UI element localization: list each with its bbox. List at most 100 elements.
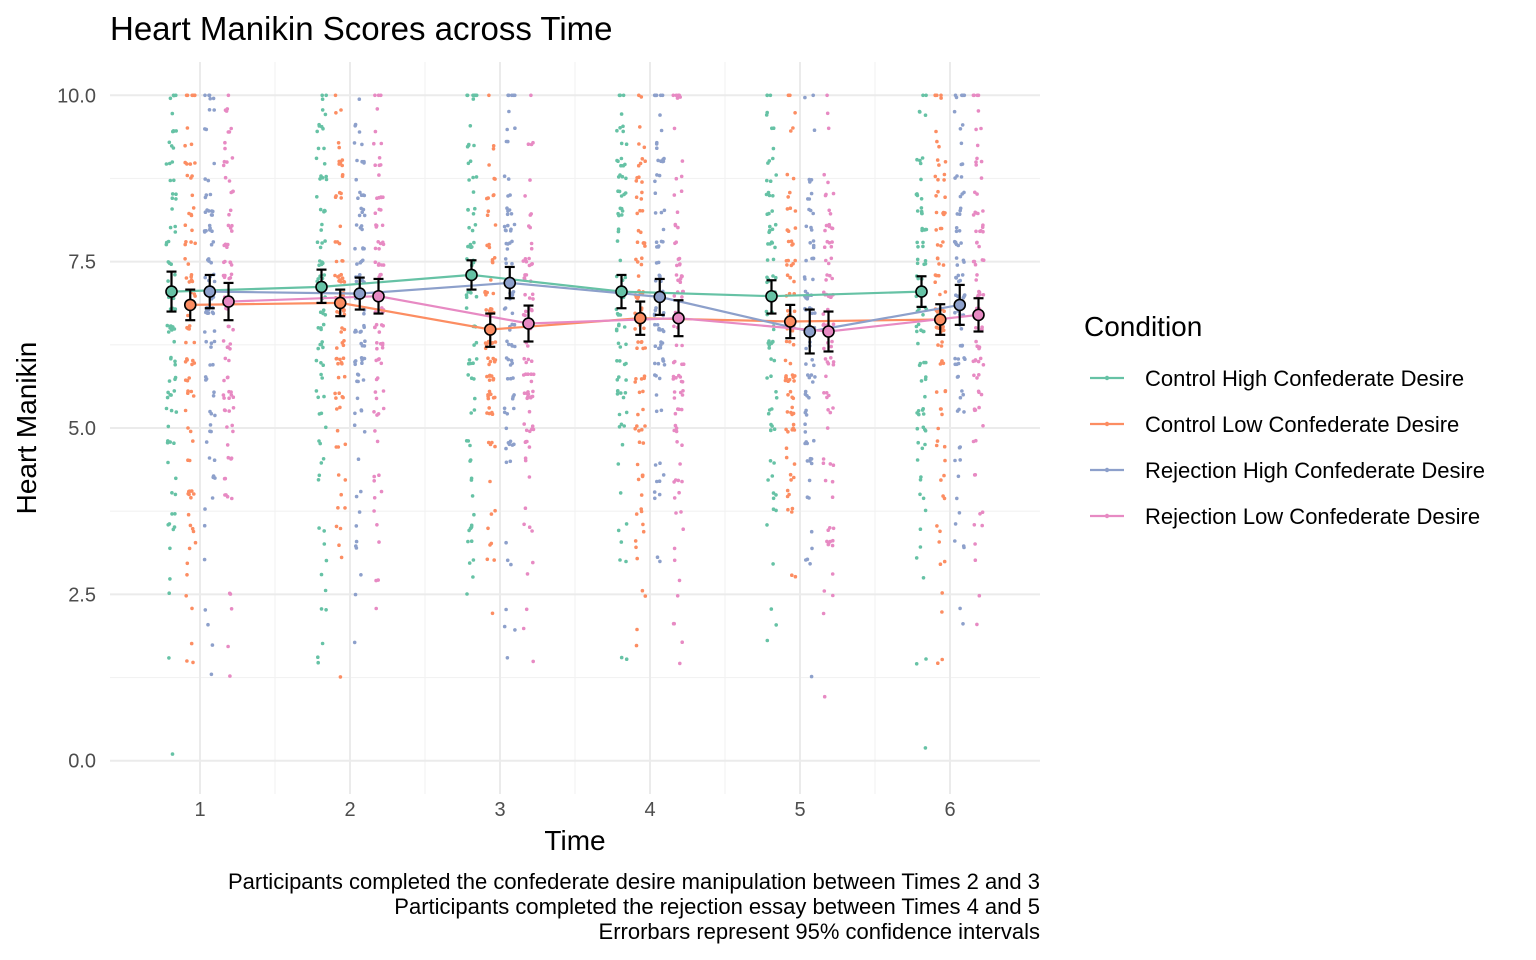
raw-point [915,426,920,431]
raw-point [915,411,919,415]
raw-point [915,329,919,334]
raw-point [618,126,622,130]
raw-point [672,621,676,626]
raw-point [634,179,639,183]
raw-point [677,373,681,378]
raw-point [943,290,948,294]
mean-point [315,280,328,294]
raw-point [808,180,812,184]
raw-point [173,230,178,234]
raw-point [809,674,814,679]
raw-point [764,309,769,314]
raw-point [804,346,808,351]
raw-point [337,162,342,166]
raw-point [169,262,173,267]
mean-point [765,289,778,303]
raw-point [339,191,343,196]
raw-point [506,441,511,445]
raw-point [202,523,207,528]
raw-point [652,490,657,494]
raw-point [934,443,939,448]
raw-point [636,274,641,278]
raw-point [375,341,379,345]
raw-point [637,429,641,433]
raw-point [940,657,944,662]
raw-point [619,540,624,544]
raw-point [936,426,940,431]
raw-point [830,543,835,548]
raw-point [952,239,957,244]
raw-point [505,656,510,660]
raw-point [653,191,658,195]
raw-point [189,240,193,244]
raw-point [510,322,514,327]
raw-point [915,261,920,266]
raw-point [637,390,642,395]
raw-point [323,313,328,317]
raw-point [830,276,834,281]
raw-point [184,93,189,98]
raw-point [508,241,512,245]
raw-point [340,174,345,178]
raw-point [921,576,926,580]
raw-point [657,492,662,497]
raw-point [616,528,621,533]
raw-point [633,327,637,331]
raw-point [531,389,535,394]
raw-point [377,540,381,544]
raw-point [825,93,829,98]
raw-point [358,273,362,277]
raw-point [654,409,659,414]
raw-point [980,225,985,229]
raw-point [170,192,175,196]
raw-point [464,439,469,443]
raw-point [633,380,637,384]
raw-point [770,126,774,131]
raw-point [976,359,981,364]
raw-point [212,161,216,166]
raw-point [359,408,364,412]
x-tick-label: 4 [644,799,655,821]
raw-point [319,607,324,611]
raw-point [169,408,174,413]
raw-point [187,458,192,463]
raw-point [333,240,338,244]
raw-point [768,93,773,98]
raw-point [361,356,366,361]
raw-point [317,263,321,268]
raw-point [921,425,926,430]
raw-point [484,308,489,312]
raw-point [491,147,496,151]
raw-point [471,190,476,194]
raw-point [826,261,831,266]
raw-point [467,358,472,362]
raw-point [521,313,526,317]
raw-point [473,223,478,227]
x-tick-label: 6 [944,799,955,821]
raw-point [324,177,329,182]
raw-point [828,410,833,415]
raw-point [524,607,529,612]
raw-point [353,246,357,251]
raw-point [334,445,339,449]
raw-point [361,378,366,382]
raw-point [942,212,946,217]
raw-point [972,407,977,412]
raw-point [657,173,662,178]
mean-point [483,323,497,336]
raw-point [788,361,793,366]
raw-point [653,322,657,327]
raw-point [353,592,358,597]
raw-point [616,462,621,466]
raw-point [505,247,510,251]
raw-point [362,323,366,328]
raw-point [804,362,808,366]
raw-point [939,478,943,482]
raw-point [767,346,771,350]
raw-point [169,393,173,397]
raw-point [513,344,517,349]
raw-point [174,476,178,481]
caption-line-2: Participants completed the rejection ess… [394,894,1040,919]
raw-point [316,478,321,482]
raw-point [807,478,812,483]
